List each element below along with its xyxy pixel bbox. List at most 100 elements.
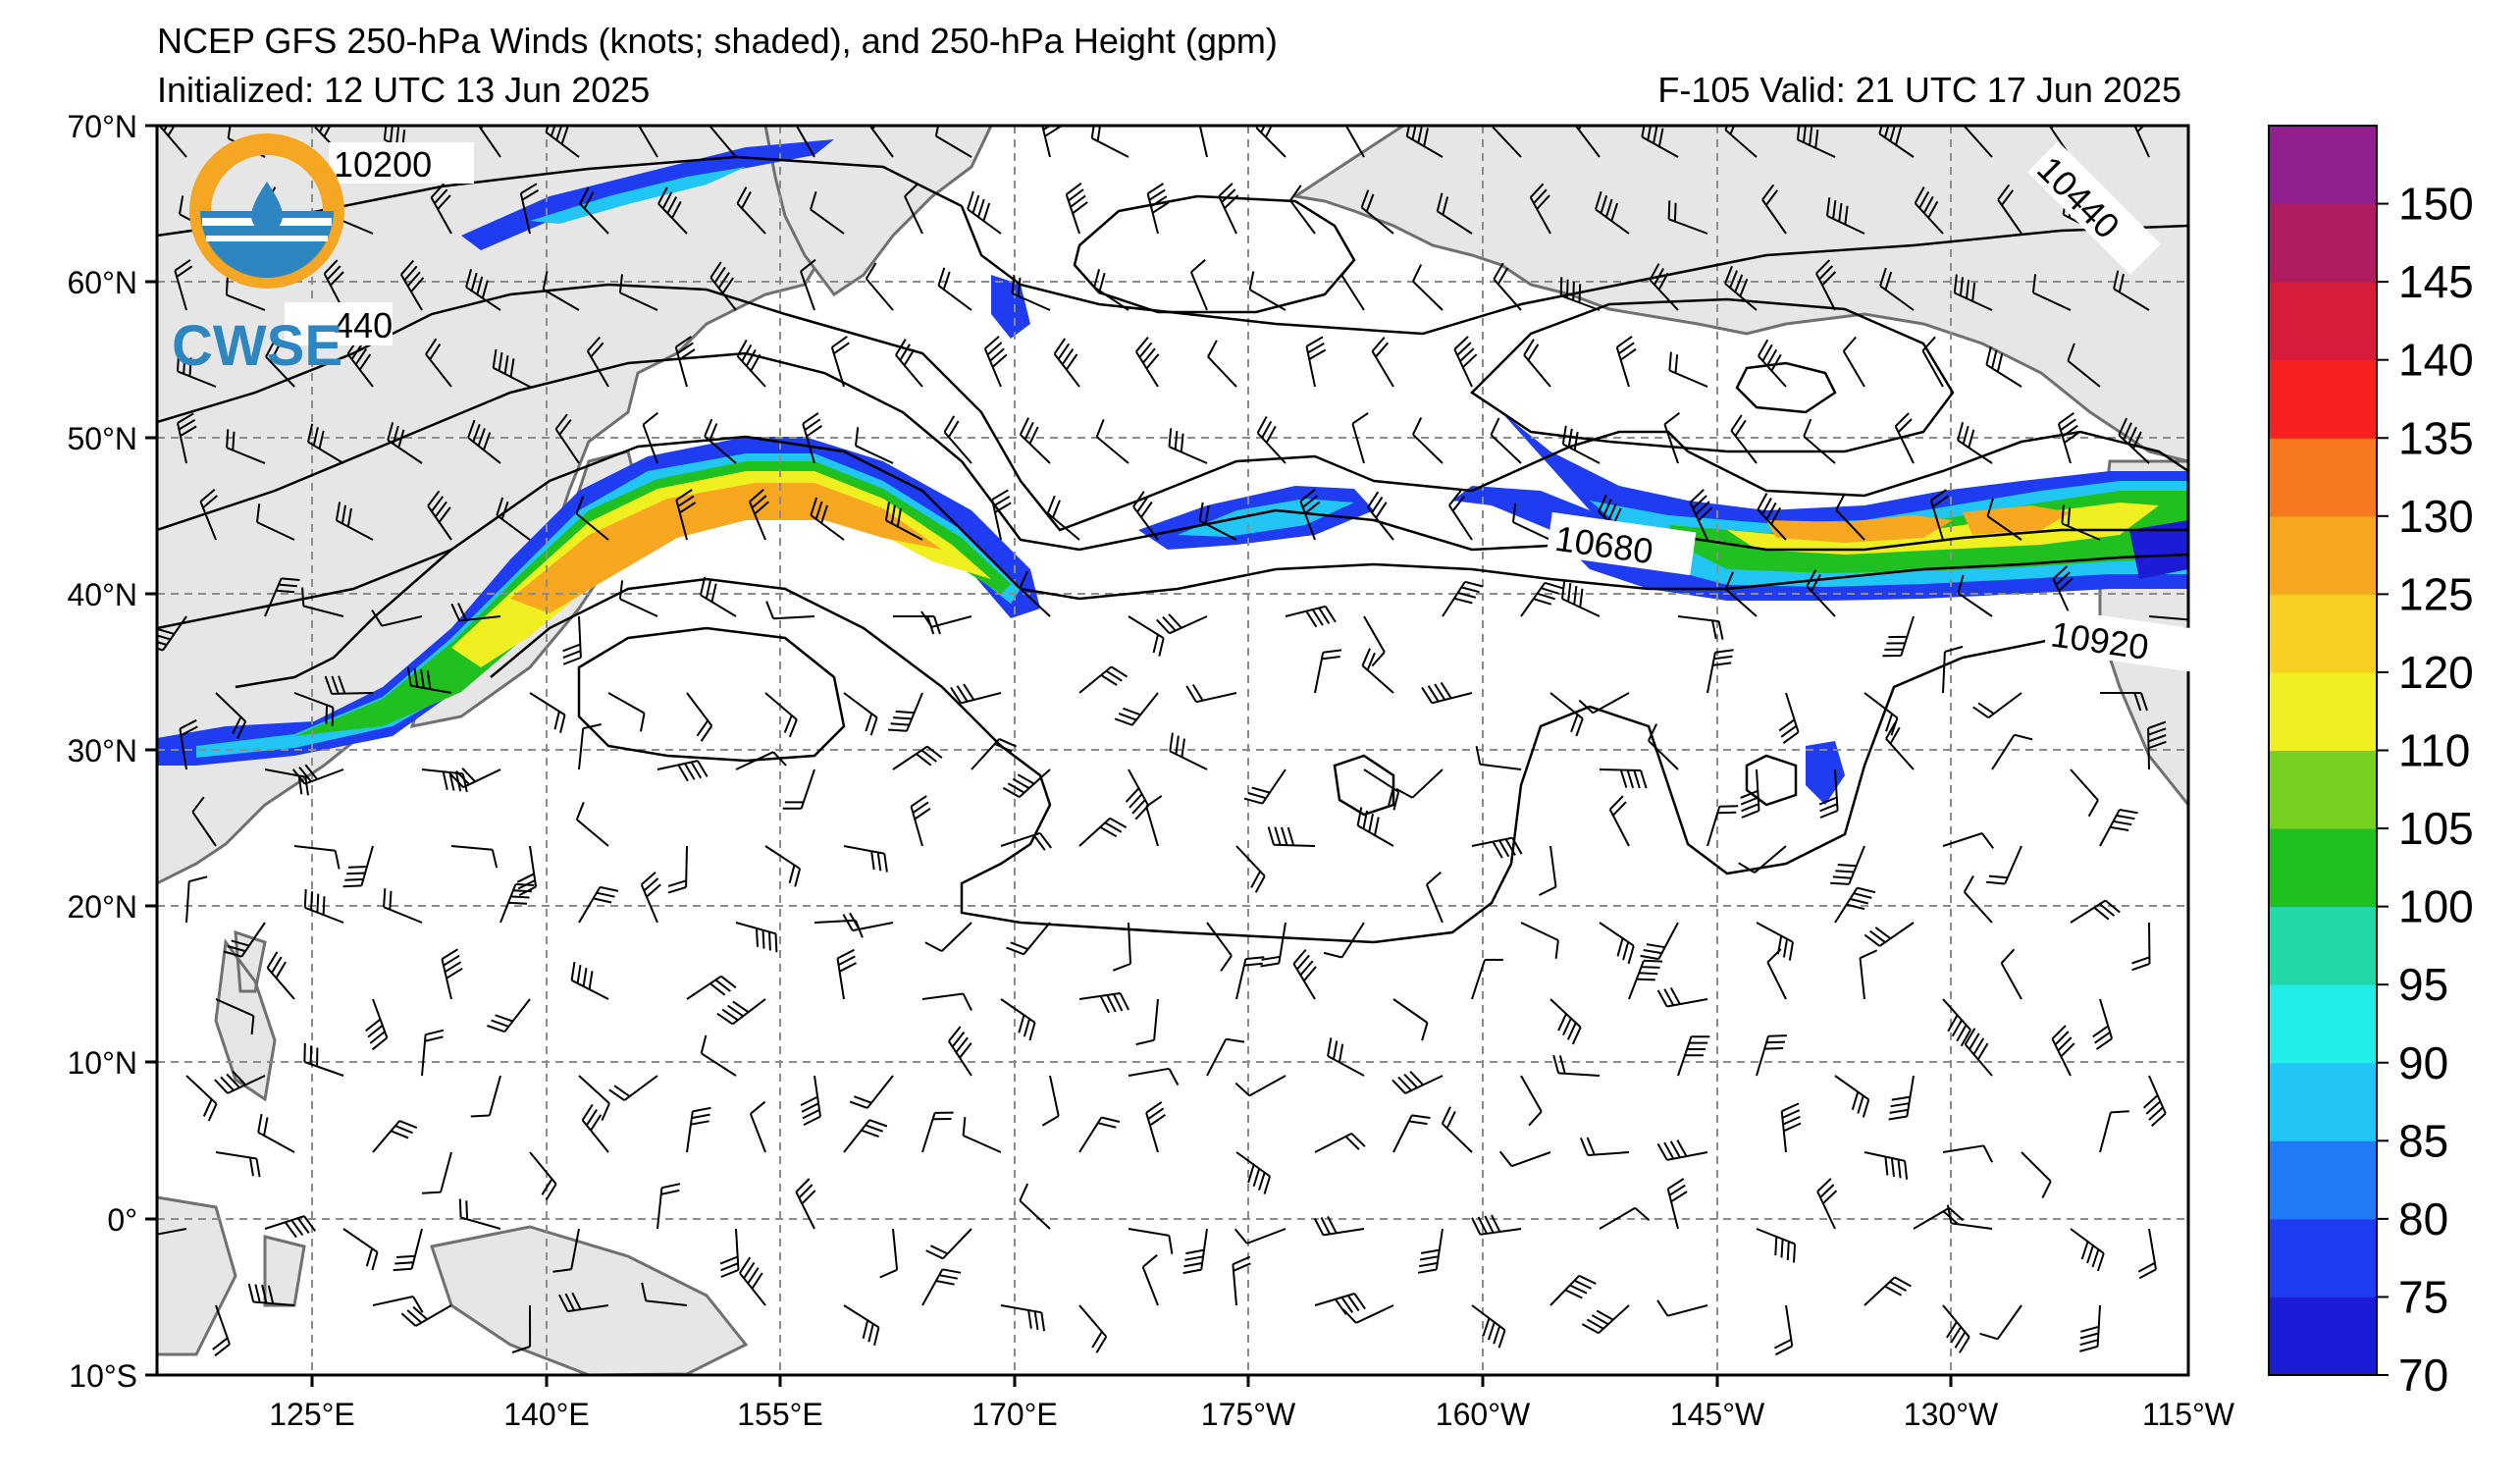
wind-barb [1864, 1151, 1909, 1180]
wind-barb [1448, 490, 1473, 541]
wind-barb [2113, 270, 2150, 311]
wind-barb [1112, 922, 1131, 972]
wind-barb [406, 666, 452, 694]
wind-barb [1169, 732, 1208, 770]
wind-barb [1979, 1304, 2022, 1341]
wind-barb [607, 692, 646, 732]
wind-barb [2067, 343, 2101, 388]
wind-barb [1498, 1150, 1551, 1168]
wind-barb [1471, 958, 1503, 1000]
wind-barb [1411, 264, 1444, 311]
colorbar-swatch [2269, 750, 2377, 829]
height-contours [157, 155, 2188, 944]
wind-barb [1986, 498, 2022, 541]
colorbar-tick-label: 145 [2398, 256, 2474, 307]
wind-barb [215, 692, 247, 739]
wind-barbs [157, 126, 2188, 1357]
wind-barb [2051, 1025, 2075, 1077]
wind-barb [962, 1117, 1002, 1153]
wind-barb [1405, 126, 1444, 158]
wind-barb [843, 1304, 880, 1347]
wind-barb [1206, 1037, 1245, 1077]
logo-text: CWSE [172, 314, 342, 378]
wind-barb [441, 948, 463, 1000]
wind-barb [1342, 1304, 1394, 1324]
wind-barb [303, 888, 344, 924]
wind-barb [971, 737, 1018, 770]
wind-barb [586, 336, 609, 388]
wind-barb [1471, 836, 1523, 859]
wind-barb [1520, 1075, 1543, 1127]
wind-barb [950, 683, 1002, 705]
wind-barb [704, 418, 737, 464]
wind-barb [1128, 1228, 1174, 1254]
wind-barb [2147, 720, 2167, 770]
wind-barb [1656, 987, 1708, 1008]
wind-barb [735, 751, 787, 770]
wind-barb [921, 1111, 954, 1153]
wind-barb [2079, 1304, 2101, 1352]
wind-barb [1232, 1255, 1251, 1306]
wind-barb [2000, 948, 2022, 1000]
colorbar-tick-label: 95 [2398, 959, 2448, 1010]
wind-barb [1640, 922, 1679, 961]
wind-barb [943, 415, 972, 464]
wind-barb [2092, 998, 2114, 1050]
wind-barb [467, 419, 501, 464]
wind-barb [1267, 826, 1316, 847]
wind-barb [212, 1304, 231, 1357]
colorbar-swatch [2269, 594, 2377, 673]
wind-barb [983, 336, 1008, 388]
wind-barb [1019, 570, 1051, 617]
lon-label: 175°W [1201, 1397, 1296, 1432]
wind-barb [795, 1178, 816, 1230]
lon-label: 125°E [269, 1397, 355, 1432]
wind-barb [1803, 418, 1836, 464]
wind-barb [843, 1119, 888, 1153]
wind-barb [842, 912, 894, 932]
wind-barb [1395, 768, 1444, 799]
lon-label: 145°W [1670, 1397, 1765, 1432]
wind-barb [709, 126, 737, 158]
colorbar-swatch [2269, 1062, 2377, 1141]
wind-barb [855, 427, 894, 464]
wind-barb [1305, 336, 1327, 388]
wind-barb [830, 335, 850, 388]
wind-barb [1128, 1067, 1180, 1086]
wind-barb [618, 580, 658, 617]
wind-barb [1549, 692, 1584, 737]
wind-barb [158, 126, 187, 158]
wind-barb [399, 259, 425, 311]
colorbar-swatch [2269, 359, 2377, 439]
wind-barb [427, 490, 452, 541]
wind-barb [1361, 648, 1394, 694]
wind-barb [1078, 1304, 1108, 1353]
wind-barb [795, 126, 815, 158]
kamchatka [763, 126, 993, 297]
wind-barb [578, 885, 619, 924]
wind-barb [1314, 649, 1342, 694]
wind-barb [1234, 1228, 1286, 1245]
wind-barb [1599, 768, 1648, 789]
wind-barb [264, 577, 300, 617]
wind-barb [191, 796, 217, 847]
wind-barb [365, 998, 389, 1051]
wind-barb [449, 768, 501, 789]
wind-barb [1132, 491, 1159, 541]
wind-barb [257, 1113, 295, 1153]
wind-barb [1740, 768, 1760, 819]
wind-barb [1000, 998, 1036, 1041]
wind-barb [578, 1075, 610, 1122]
wind-barb [371, 609, 423, 627]
wind-barb [1078, 1116, 1121, 1153]
wind-barb [1314, 1293, 1366, 1315]
colorbar-swatch [2269, 828, 2377, 908]
wind-barb [709, 261, 737, 311]
wind-barb [1957, 422, 1993, 464]
wind-barb [1078, 992, 1129, 1014]
colorbar-tick-label: 130 [2398, 491, 2474, 542]
contour-label: 10200 [334, 144, 432, 185]
wind-barb [1156, 613, 1208, 635]
wind-barb [1168, 428, 1208, 464]
